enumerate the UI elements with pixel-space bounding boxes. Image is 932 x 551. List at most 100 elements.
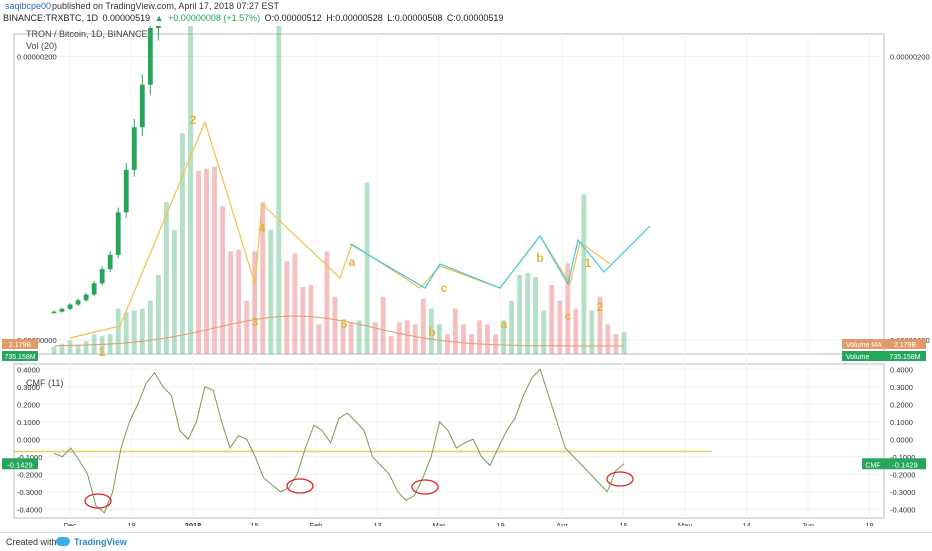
volume-bar (324, 251, 330, 354)
candle-body (75, 300, 81, 305)
volume-bar (75, 344, 81, 354)
left-vol: 735.158M (4, 354, 35, 361)
volume-value-bg (884, 351, 926, 361)
tradingview-logo-icon (56, 537, 70, 546)
x-tick-label: 14 (742, 521, 750, 526)
cmf-y-tick-right: -0.2000 (890, 470, 915, 479)
ohlc-close: C:0.00000519 (446, 13, 504, 23)
volume-bar (163, 202, 169, 354)
volume-bar (565, 263, 571, 354)
volume-bar (621, 332, 627, 354)
volume-tag: Volume (846, 354, 869, 361)
cmf-y-tick-left: -0.4000 (17, 505, 42, 514)
volume-legend: Vol (20) (26, 41, 58, 51)
left-vol-ma-bg (2, 339, 38, 349)
wave-label: 2 (190, 113, 197, 127)
publish-header: saqibcpe00 published on TradingView.com,… (0, 0, 932, 12)
cmf-y-tick-right: 0.1000 (890, 418, 913, 427)
volume-bar (284, 261, 290, 354)
footer: Created with TradingView (0, 532, 932, 551)
cmf-y-tick-right: 0.4000 (890, 365, 913, 374)
volume-bar (372, 322, 378, 354)
wave-label: 1 (99, 345, 106, 359)
volume-bar (300, 286, 306, 354)
volume-bar (501, 320, 506, 354)
x-tick-label: May (678, 521, 692, 526)
volume-bar (196, 170, 201, 354)
x-tick-label: 16 (619, 521, 627, 526)
x-tick-label: Jun (802, 521, 814, 526)
volume-bar (509, 300, 515, 354)
cmf-y-tick-right: -0.1000 (890, 453, 915, 462)
volume-ma-tag-bg (842, 339, 884, 349)
wave-label: a (501, 317, 508, 331)
wave-label: b (428, 325, 435, 339)
wave-label: 4 (259, 221, 266, 235)
volume-bar (581, 194, 587, 354)
volume-value: 735.158M (889, 354, 920, 361)
gridlines (13, 33, 885, 519)
volume-bar (292, 253, 298, 354)
volume-bar (444, 334, 450, 354)
candle-body (99, 269, 105, 284)
cmf-y-tick-left: 0.4000 (17, 365, 40, 374)
main-legend-title: TRON / Bitcoin, 1D, BINANCE (26, 29, 148, 39)
volume-bar (573, 308, 579, 354)
candle-body (107, 254, 113, 270)
volume-bar (147, 300, 153, 354)
volume-bar (541, 310, 547, 354)
candle-body (51, 311, 57, 314)
wave-label: a (349, 255, 356, 269)
main-y-tick-right: 0.00000200 (890, 52, 930, 61)
wave-label: 1 (585, 256, 592, 270)
candle-body (83, 294, 89, 301)
volume-bar (115, 308, 121, 354)
cmf-y-tick-right: 0.0000 (890, 435, 913, 444)
wave-label: c (565, 309, 572, 323)
volume-bar (244, 300, 250, 354)
candle-body (131, 127, 137, 170)
volume-bar (67, 340, 73, 354)
wave-path (69, 120, 611, 339)
volume-bar (469, 334, 474, 354)
x-tick-label: Mar (433, 521, 446, 526)
left-vol-bg (2, 351, 38, 361)
volume-bar (276, 0, 282, 355)
volume-ma-tag: Volume MA (846, 342, 882, 349)
volume-bar (477, 320, 482, 354)
candle-body (115, 212, 121, 255)
volume-bar (364, 182, 370, 354)
candle-body (67, 304, 73, 309)
volume-bar (605, 324, 611, 354)
volume-bar (123, 312, 129, 354)
cmf-y-tick-left: 0.1000 (17, 418, 40, 427)
volume-bar (220, 206, 225, 354)
volume-bar (404, 320, 410, 354)
last-price: 0.00000519 (102, 13, 151, 23)
volume-bars (51, 0, 627, 355)
wave-label: b (536, 251, 543, 265)
cmf-line (53, 368, 625, 514)
ohlc-open: O:0.00000512 (264, 13, 322, 23)
wave-label: c (441, 281, 448, 295)
correction-path (349, 225, 651, 289)
volume-bar (348, 322, 354, 354)
volume-bar (252, 251, 258, 354)
price-change: +0.00000008 (+1.57%) (168, 13, 261, 23)
x-tick-label: Dec (63, 521, 77, 526)
author-link[interactable]: saqibcpe00 (5, 1, 52, 11)
volume-bar (340, 324, 346, 354)
cmf-y-tick-right: -0.3000 (890, 488, 915, 497)
candle-body (91, 283, 97, 295)
price-chart-svg[interactable]: R5R4R3R2R112345abcabc12 0.000000000.0000… (0, 0, 932, 530)
x-tick-label: Apr (556, 521, 568, 526)
cmf-value-tag-bg (884, 458, 926, 470)
cmf-y-tick-left: 0.2000 (17, 400, 40, 409)
volume-bar (493, 334, 498, 354)
volume-bar (51, 346, 57, 354)
left-cmf-tag: -0.1429 (7, 460, 32, 469)
cmf-label-tag: CMF (865, 462, 880, 469)
created-with-label: Created with (6, 537, 57, 547)
volume-bar (589, 310, 595, 354)
tradingview-brand[interactable]: TradingView (74, 537, 127, 547)
